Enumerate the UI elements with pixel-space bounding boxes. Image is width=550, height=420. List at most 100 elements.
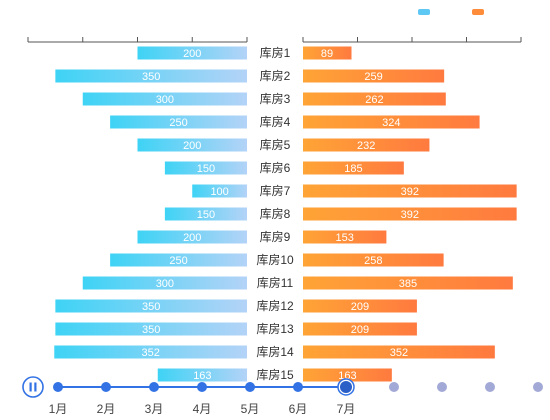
right-bar xyxy=(303,161,404,175)
pause-icon xyxy=(34,382,37,392)
right-bar-value-label: 185 xyxy=(344,163,362,175)
right-bar xyxy=(303,69,445,83)
timeline-label[interactable]: 2月 xyxy=(97,402,116,416)
left-bar-value-label: 100 xyxy=(210,186,228,198)
category-label: 库房6 xyxy=(260,160,291,175)
timeline[interactable]: 1月 2月 3月 4月 5月 6月 7月 xyxy=(22,376,543,416)
timeline-point[interactable] xyxy=(437,382,447,392)
left-bar-value-label: 350 xyxy=(142,301,160,313)
right-bar xyxy=(303,115,480,129)
right-bar-value-label: 385 xyxy=(399,278,417,290)
timeline-point[interactable] xyxy=(485,382,495,392)
timeline-label[interactable]: 7月 xyxy=(337,402,356,416)
category-label: 库房11 xyxy=(257,275,294,290)
axes xyxy=(27,37,522,43)
left-bar xyxy=(55,69,247,83)
left-bar-value-label: 350 xyxy=(142,71,160,83)
timeline-point[interactable] xyxy=(245,382,255,392)
legend-swatch-1 xyxy=(418,9,430,15)
category-label: 库房13 xyxy=(256,321,294,336)
category-label: 库房15 xyxy=(256,367,294,382)
play-pause-ring xyxy=(22,376,44,398)
category-label: 库房2 xyxy=(260,68,291,83)
right-bar-value-label: 209 xyxy=(351,301,369,313)
right-bar-value-label: 89 xyxy=(321,48,333,60)
left-bar xyxy=(137,230,247,244)
timeline-label[interactable]: 3月 xyxy=(145,402,164,416)
timeline-label[interactable]: 1月 xyxy=(49,402,68,416)
right-bar-value-label: 392 xyxy=(401,186,419,198)
left-bar xyxy=(55,299,247,313)
right-bar-value-label: 153 xyxy=(336,232,354,244)
right-bar xyxy=(303,253,444,267)
left-bar xyxy=(164,161,247,175)
left-bar-value-label: 250 xyxy=(169,117,187,129)
right-bar xyxy=(303,230,387,244)
left-bar xyxy=(157,368,247,382)
legend-swatch-2 xyxy=(472,9,484,15)
left-bar-value-label: 352 xyxy=(141,347,159,359)
right-bar xyxy=(303,138,430,152)
left-bar-value-label: 300 xyxy=(156,94,174,106)
timeline-point[interactable] xyxy=(101,382,111,392)
left-bar-value-label: 150 xyxy=(197,163,215,175)
left-bar xyxy=(54,345,247,359)
left-bar-value-label: 150 xyxy=(197,209,215,221)
left-bar-value-label: 200 xyxy=(183,48,201,60)
left-bar xyxy=(110,253,247,267)
category-label: 库房9 xyxy=(260,229,291,244)
right-bar xyxy=(303,46,352,60)
category-label: 库房14 xyxy=(256,344,294,359)
left-bar xyxy=(82,276,247,290)
left-bar-value-label: 163 xyxy=(193,370,211,382)
right-bar-value-label: 232 xyxy=(357,140,375,152)
left-bar-value-label: 200 xyxy=(183,140,201,152)
right-bar-value-label: 262 xyxy=(365,94,383,106)
right-bar xyxy=(303,184,517,198)
right-bar-value-label: 324 xyxy=(382,117,400,129)
right-bar xyxy=(303,368,392,382)
right-bar xyxy=(303,276,513,290)
play-pause-button[interactable] xyxy=(22,376,44,398)
category-labels: 库房1 库房2 库房3 库房4 库房5 库房6 库房7 库房8 库房9 库房10 库房11 库房12 库… xyxy=(256,45,294,382)
right-bar xyxy=(303,299,417,313)
category-label: 库房4 xyxy=(260,114,291,129)
left-bar xyxy=(164,207,247,221)
category-label: 库房10 xyxy=(256,252,294,267)
timeline-point[interactable] xyxy=(197,382,207,392)
right-bar xyxy=(303,207,517,221)
timeline-point[interactable] xyxy=(149,382,159,392)
right-bar xyxy=(303,322,417,336)
legend xyxy=(418,9,484,15)
category-label: 库房5 xyxy=(260,137,291,152)
right-bar-value-label: 209 xyxy=(351,324,369,336)
category-label: 库房7 xyxy=(260,183,291,198)
pause-icon xyxy=(29,382,32,392)
right-bar-value-label: 392 xyxy=(401,209,419,221)
category-label: 库房8 xyxy=(260,206,291,221)
left-series: 200 350 300 250 200 150 100 150 200 250 300 350 350 3… xyxy=(54,46,247,382)
left-bar xyxy=(82,92,247,106)
right-bar-value-label: 352 xyxy=(390,347,408,359)
left-bar-value-label: 250 xyxy=(169,255,187,267)
left-bar xyxy=(55,322,247,336)
timeline-label[interactable]: 4月 xyxy=(193,402,212,416)
right-bar xyxy=(303,92,446,106)
timeline-point[interactable] xyxy=(389,382,399,392)
right-series: 89 259 262 324 232 185 392 392 153 258 385 209 209 35… xyxy=(303,46,517,382)
left-bar-value-label: 350 xyxy=(142,324,160,336)
left-bar-value-label: 300 xyxy=(156,278,174,290)
category-label: 库房1 xyxy=(260,45,291,60)
category-label: 库房12 xyxy=(256,298,294,313)
timeline-label[interactable]: 5月 xyxy=(241,402,260,416)
timeline-label[interactable]: 6月 xyxy=(289,402,308,416)
right-bar xyxy=(303,345,495,359)
timeline-current-point[interactable] xyxy=(340,381,352,393)
right-bar-value-label: 258 xyxy=(364,255,382,267)
timeline-point[interactable] xyxy=(293,382,303,392)
category-label: 库房3 xyxy=(260,91,291,106)
timeline-point[interactable] xyxy=(53,382,63,392)
timeline-point[interactable] xyxy=(533,382,543,392)
